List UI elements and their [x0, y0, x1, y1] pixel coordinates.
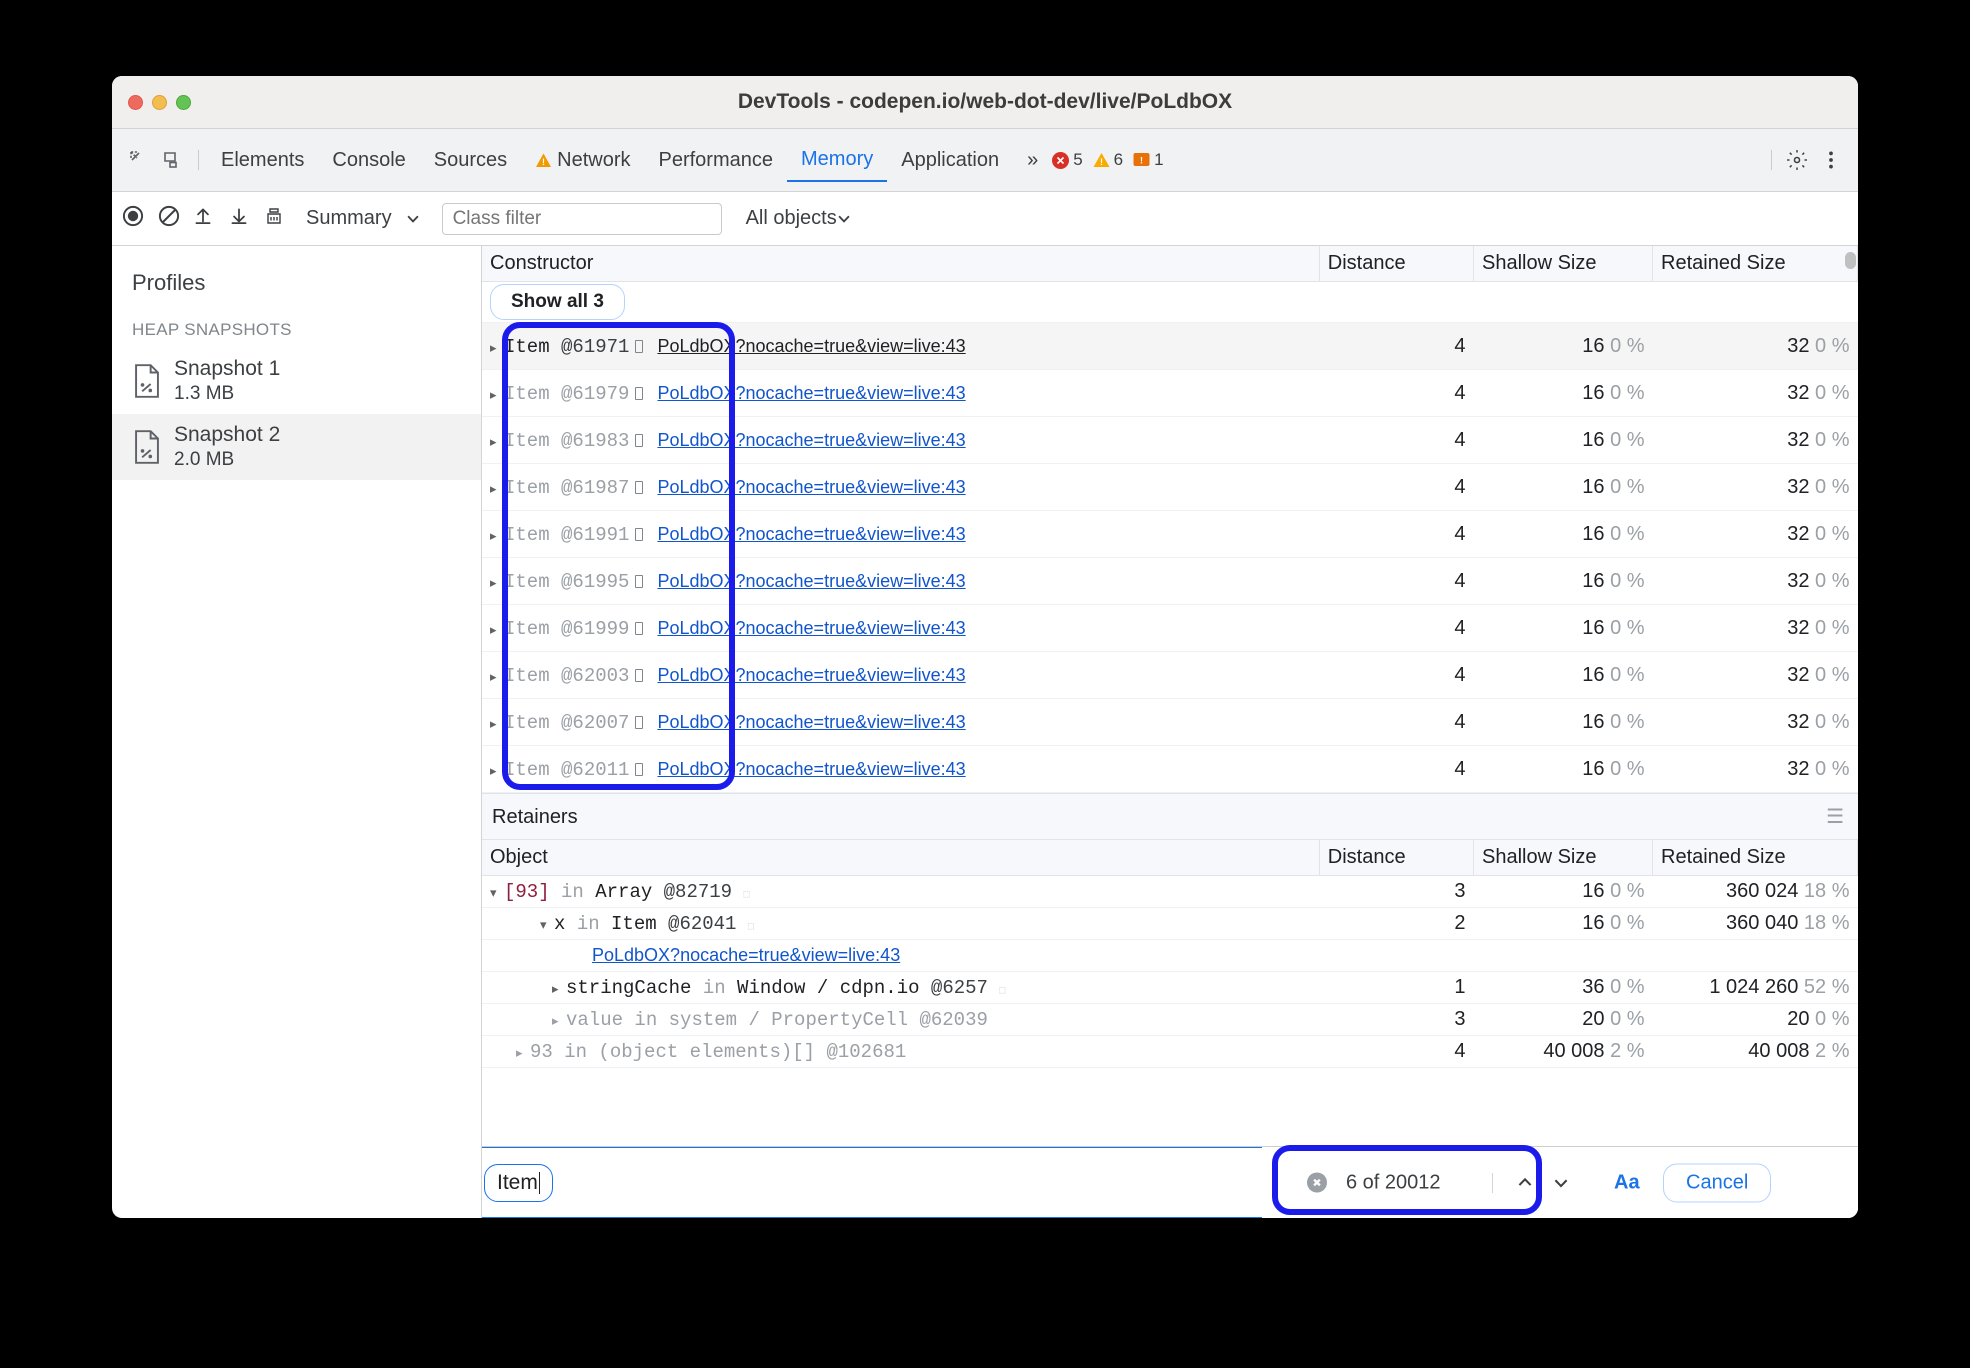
- svg-text:!: !: [1100, 157, 1103, 167]
- svg-text:!: !: [542, 157, 545, 167]
- svg-text:!: !: [1140, 155, 1143, 165]
